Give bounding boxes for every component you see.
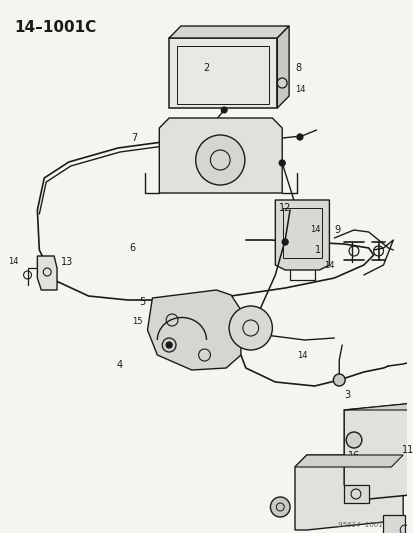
Text: 95614  1001: 95614 1001 bbox=[338, 522, 382, 528]
Polygon shape bbox=[294, 455, 402, 467]
Text: 4: 4 bbox=[116, 360, 123, 370]
Circle shape bbox=[162, 338, 176, 352]
Text: 15: 15 bbox=[132, 318, 142, 327]
Text: 12: 12 bbox=[278, 203, 291, 213]
Polygon shape bbox=[275, 200, 329, 270]
Text: 14–1001C: 14–1001C bbox=[15, 20, 97, 35]
Text: 16: 16 bbox=[347, 451, 359, 461]
Text: 3: 3 bbox=[343, 390, 349, 400]
Circle shape bbox=[228, 306, 272, 350]
Text: 10: 10 bbox=[247, 313, 259, 323]
Text: 14: 14 bbox=[296, 351, 307, 359]
Polygon shape bbox=[37, 256, 57, 290]
Circle shape bbox=[221, 107, 227, 113]
Circle shape bbox=[282, 239, 287, 245]
Circle shape bbox=[195, 135, 244, 185]
Bar bbox=[343, 485, 368, 503]
Text: 9: 9 bbox=[334, 225, 339, 235]
Circle shape bbox=[270, 497, 290, 517]
Circle shape bbox=[279, 160, 285, 166]
Bar bbox=[382, 515, 404, 533]
Text: 14: 14 bbox=[309, 225, 320, 235]
Text: 6: 6 bbox=[129, 243, 135, 253]
Text: 13: 13 bbox=[61, 257, 73, 267]
Text: 14: 14 bbox=[323, 262, 334, 271]
Text: 7: 7 bbox=[131, 133, 138, 143]
Polygon shape bbox=[294, 455, 402, 530]
Circle shape bbox=[345, 432, 361, 448]
Circle shape bbox=[332, 374, 344, 386]
Text: 14: 14 bbox=[8, 257, 18, 266]
Polygon shape bbox=[147, 290, 240, 370]
Text: 1: 1 bbox=[314, 245, 320, 255]
Polygon shape bbox=[343, 395, 413, 500]
Circle shape bbox=[277, 78, 287, 88]
Polygon shape bbox=[277, 26, 288, 108]
Text: 14: 14 bbox=[294, 85, 305, 94]
Polygon shape bbox=[159, 118, 282, 193]
Bar bbox=[282, 208, 321, 258]
Text: 11: 11 bbox=[401, 445, 413, 455]
Bar bbox=[169, 38, 277, 108]
Polygon shape bbox=[343, 395, 413, 410]
Bar bbox=[177, 46, 269, 104]
Circle shape bbox=[166, 342, 172, 348]
Text: 5: 5 bbox=[139, 297, 145, 307]
Text: 8: 8 bbox=[294, 63, 300, 73]
Circle shape bbox=[296, 134, 302, 140]
Polygon shape bbox=[169, 26, 288, 38]
Text: 2: 2 bbox=[203, 63, 209, 73]
